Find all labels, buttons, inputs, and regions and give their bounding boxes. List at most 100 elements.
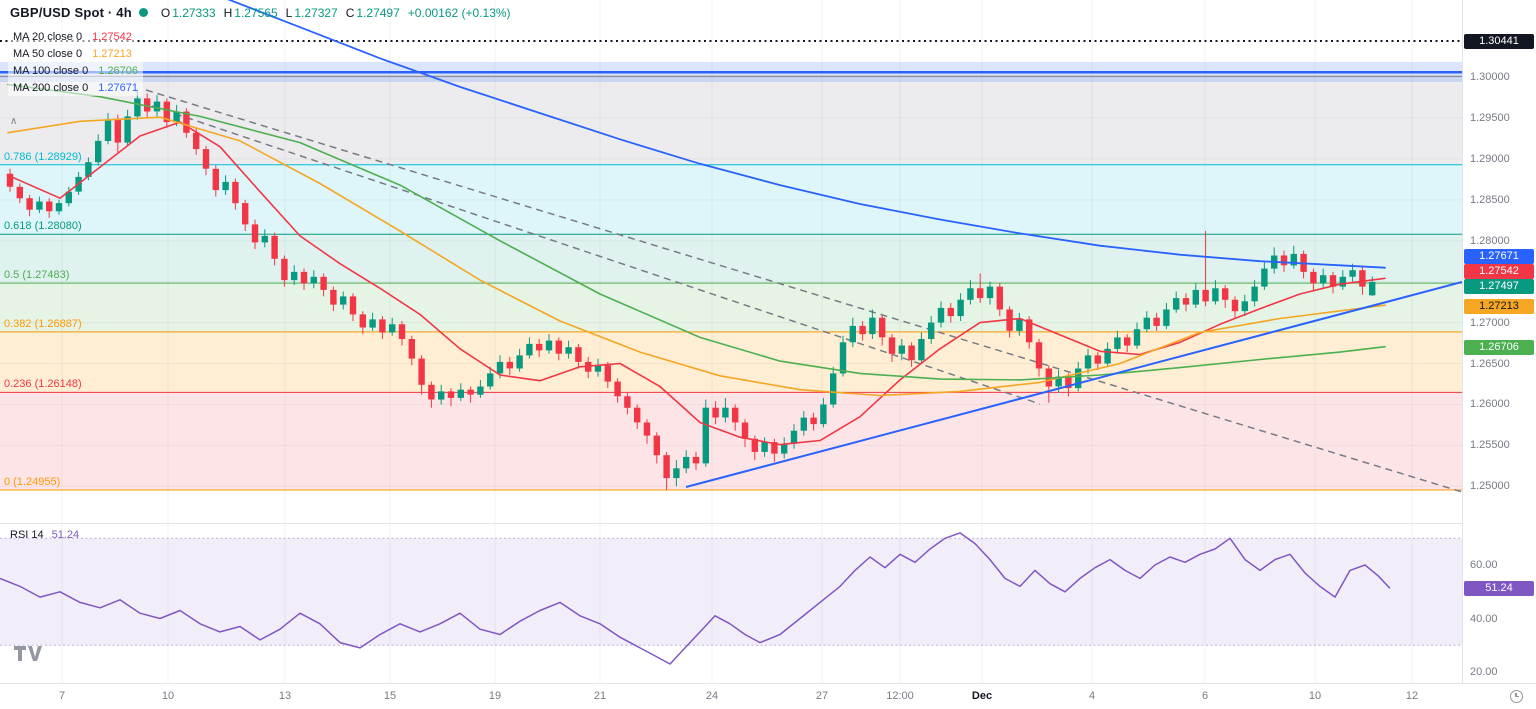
candle-body — [761, 442, 768, 452]
candle-body — [800, 417, 807, 431]
candle-body — [565, 347, 572, 354]
candle-body — [1290, 253, 1297, 266]
price-badge: 1.27497 — [1464, 279, 1534, 294]
ma-100-line[interactable] — [7, 83, 1386, 381]
candle-body — [1349, 270, 1356, 277]
ohlc-low-value: 1.27327 — [294, 5, 338, 20]
candle-body — [389, 324, 396, 333]
candle-body — [1104, 348, 1111, 364]
candle-body — [1173, 298, 1180, 310]
candle-body — [438, 391, 445, 400]
time-label: Dec — [971, 690, 993, 702]
clock-icon[interactable] — [1510, 690, 1523, 703]
candle-body — [340, 296, 347, 305]
candle-body — [163, 101, 170, 123]
ma-legend-row[interactable]: MA 50 close 0 1.27213 — [8, 45, 137, 62]
fib-band — [0, 76, 1462, 165]
ma-legend-value: 1.27213 — [92, 47, 132, 60]
price-tick-label: 1.28500 — [1470, 194, 1510, 206]
candle-body — [418, 358, 425, 385]
rsi-tick-label: 60.00 — [1470, 559, 1498, 571]
symbol-title[interactable]: GBP/USD Spot · 4h — [10, 5, 132, 20]
candle-body — [242, 203, 249, 225]
candle-body — [506, 361, 513, 369]
candle-body — [281, 258, 288, 281]
candle-body — [16, 186, 23, 199]
rsi-tick-label: 40.00 — [1470, 613, 1498, 625]
candle-body — [555, 340, 562, 354]
candle-body — [986, 286, 994, 299]
candle-body — [447, 391, 455, 398]
candle-body — [202, 149, 210, 169]
fib-band — [0, 234, 1462, 284]
tradingview-logo-icon — [14, 646, 42, 661]
rsi-line[interactable] — [0, 532, 1391, 665]
rsi-legend[interactable]: RSI 14 51.24 — [10, 529, 79, 541]
ma-50-line[interactable] — [7, 116, 1386, 397]
rsi-pane-canvas[interactable] — [0, 523, 1462, 683]
candle-body — [369, 319, 376, 328]
collapse-indicators-icon[interactable]: ∧ — [10, 116, 18, 127]
candle-body — [790, 430, 798, 444]
ma-legend-row[interactable]: MA 100 close 0 1.26706 — [8, 62, 143, 79]
market-status-icon — [138, 8, 148, 17]
candle-body — [898, 345, 905, 354]
candle-body — [663, 455, 670, 479]
price-badge: 1.30441 — [1464, 34, 1534, 49]
time-label: 4 — [1088, 690, 1096, 702]
candle-body — [349, 296, 357, 315]
candle-body — [692, 456, 700, 464]
ma-legend-rows: MA 20 close 0 1.27542 MA 50 close 0 1.27213… — [8, 28, 143, 96]
price-tick-label: 1.29000 — [1470, 153, 1510, 165]
time-label: 12 — [1405, 690, 1419, 702]
ma-legend-label: MA 20 close 0 — [13, 30, 83, 43]
candle-body — [1182, 298, 1190, 305]
pane-divider[interactable] — [0, 523, 1536, 524]
candle-body — [212, 168, 219, 191]
time-label: 7 — [58, 690, 66, 702]
candle-body — [134, 98, 141, 117]
candle-body — [487, 373, 494, 387]
candle-body — [1202, 289, 1209, 302]
price-axis-separator — [1462, 0, 1463, 709]
candle-body — [1026, 319, 1033, 343]
ma-legend-row[interactable]: MA 20 close 0 1.27542 — [8, 28, 137, 45]
candle-body — [173, 111, 180, 123]
candle-body — [1094, 355, 1101, 364]
candle-body — [673, 468, 680, 479]
price-axis[interactable]: 1.30000 1.29500 1.29000 1.28500 1.28000 1.275… — [1463, 0, 1536, 683]
ohlc-high-value: 1.27565 — [234, 5, 278, 20]
candle-body — [849, 325, 856, 343]
descending-trendline-1[interactable] — [145, 89, 1462, 493]
ohlc-low-label: L — [285, 5, 293, 20]
time-label: 10 — [1308, 690, 1322, 702]
time-label: 6 — [1201, 690, 1209, 702]
ascending-trendline[interactable] — [685, 281, 1462, 488]
candle-body — [810, 417, 817, 425]
candle-body — [222, 181, 229, 191]
candle-body — [967, 288, 974, 300]
price-pane-canvas[interactable] — [0, 0, 1462, 523]
candle-body — [6, 173, 14, 187]
rsi-band — [0, 538, 1462, 646]
candle-body — [26, 198, 33, 210]
time-axis[interactable]: 7 10 13 15 19 21 24 27 12:00 Dec 4 6 10 12 — [0, 684, 1536, 709]
time-label: 19 — [488, 690, 502, 702]
candle-body — [545, 340, 553, 351]
candle-body — [1222, 288, 1229, 300]
time-label: 13 — [278, 690, 292, 702]
ohlc-high-label: H — [223, 5, 233, 20]
candle-body — [947, 307, 954, 317]
ma-legend-value: 1.27671 — [98, 81, 138, 94]
ma-legend-row[interactable]: MA 200 close 0 1.27671 — [8, 79, 143, 96]
candle-body — [1241, 301, 1248, 312]
candle-body — [193, 132, 200, 150]
candle-body — [937, 307, 945, 323]
rsi-value: 51.24 — [51, 529, 80, 541]
candle-body — [751, 438, 758, 452]
ohlc-change-value: +0.00162 (+0.13%) — [407, 5, 511, 20]
candle-body — [781, 443, 788, 454]
candle-body — [653, 435, 660, 456]
time-label: 10 — [161, 690, 175, 702]
